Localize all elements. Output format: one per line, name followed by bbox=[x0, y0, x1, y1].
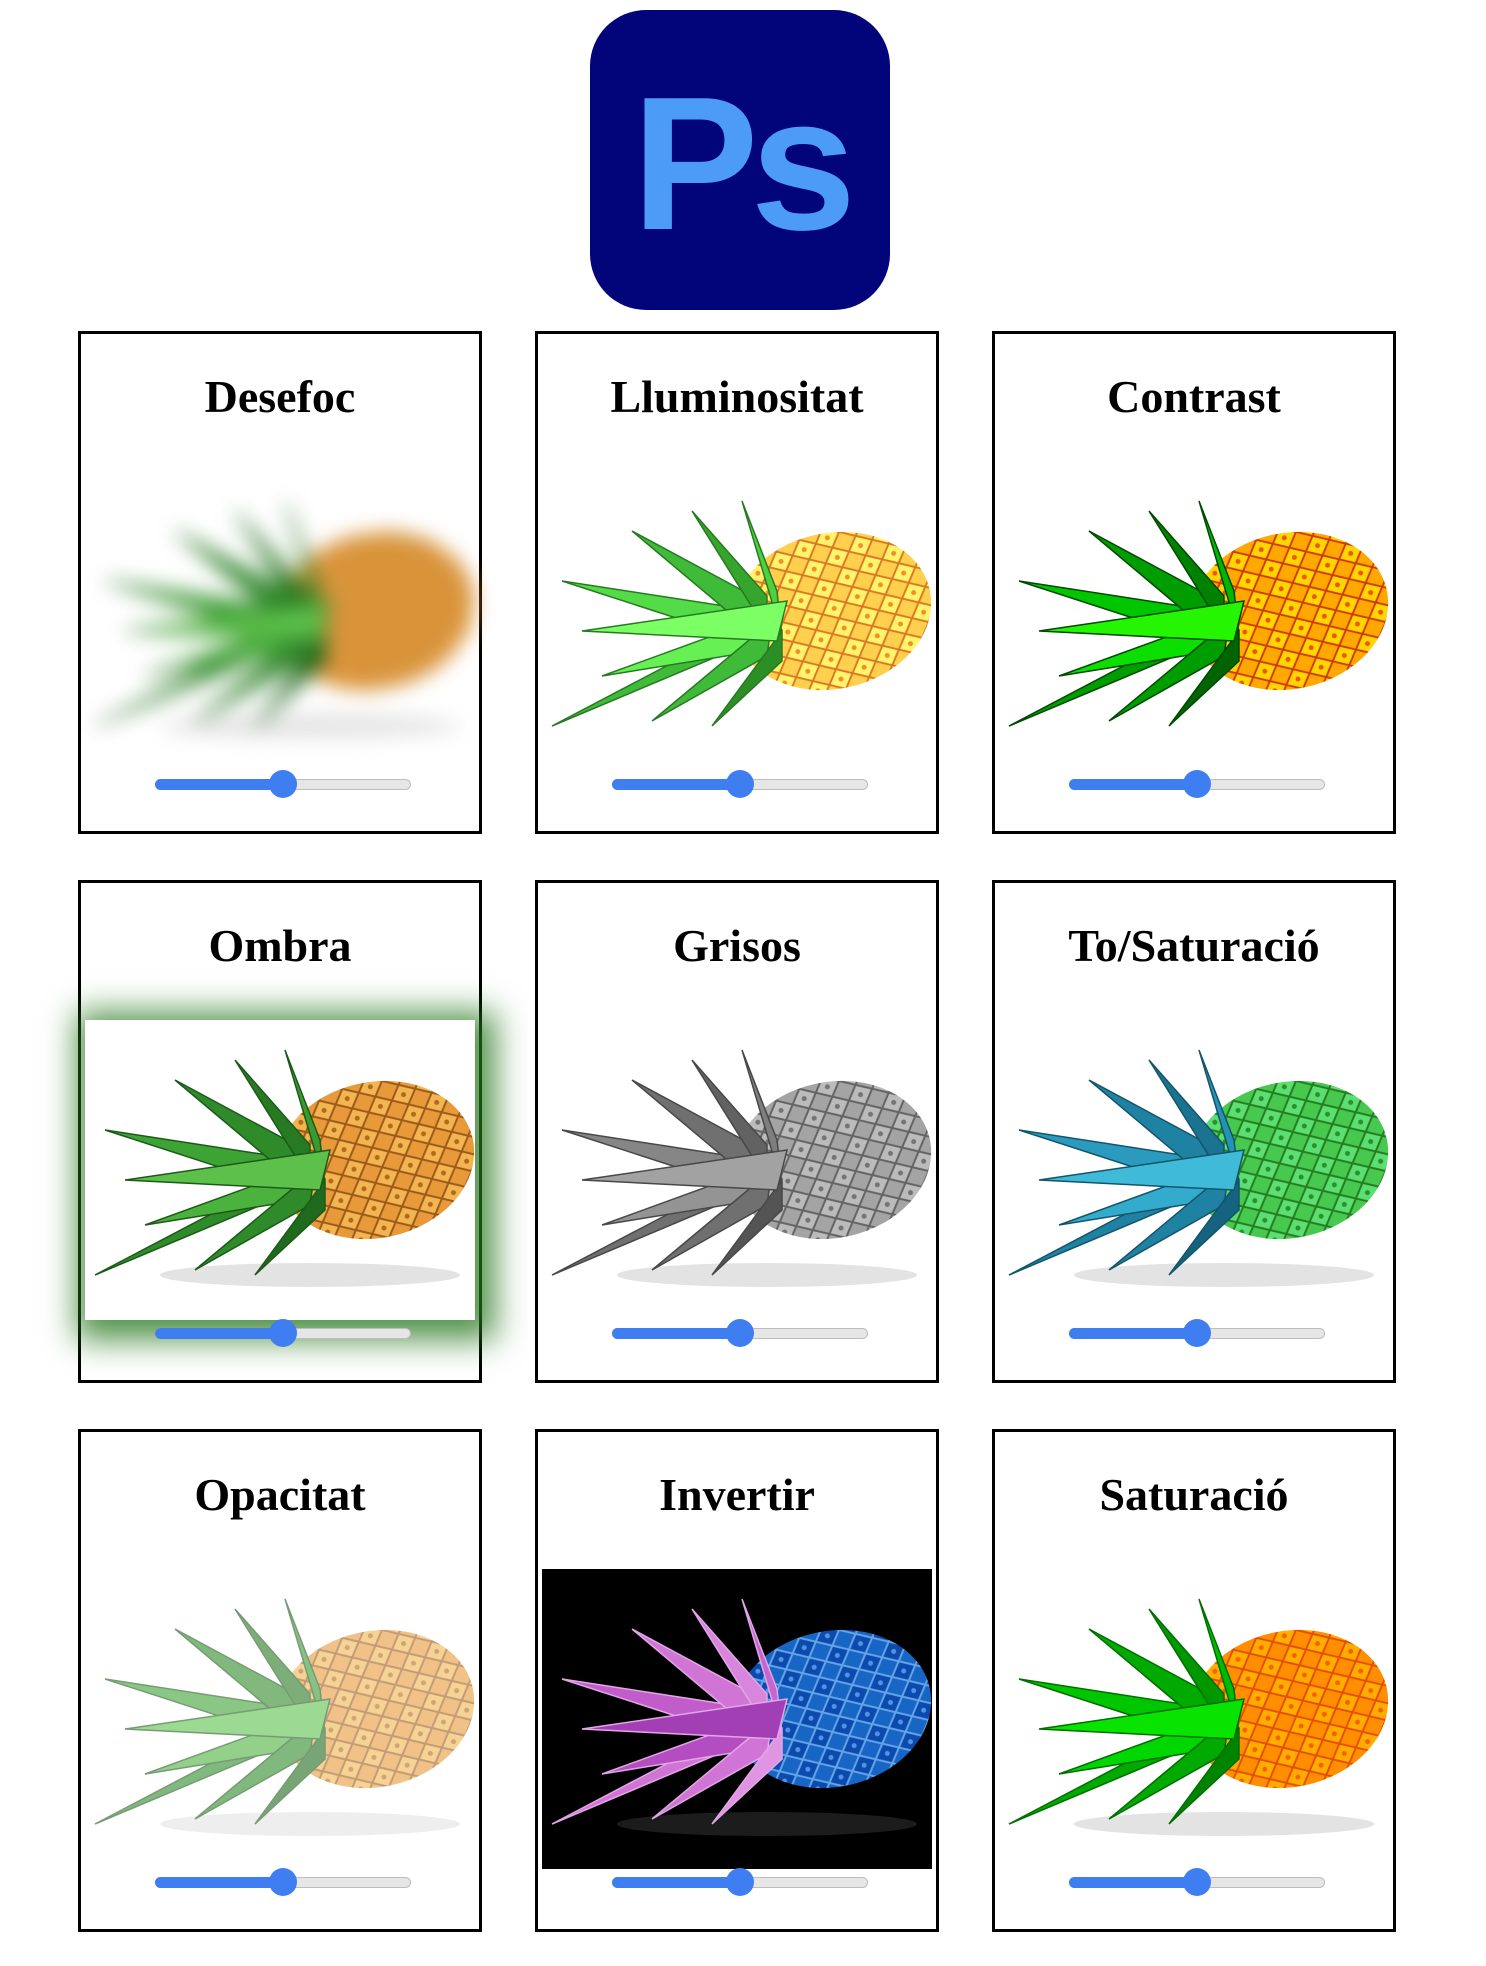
card-title: Desefoc bbox=[204, 371, 356, 422]
effect-card-hue-saturation: To/Saturació bbox=[992, 880, 1396, 1383]
slider-thumb[interactable] bbox=[269, 1868, 297, 1896]
pineapple-image bbox=[542, 1569, 932, 1869]
card-title: Contrast bbox=[1107, 371, 1281, 422]
pineapple-image bbox=[85, 1569, 475, 1869]
grayscale-slider[interactable] bbox=[612, 1319, 868, 1347]
card-title: Grisos bbox=[673, 920, 801, 971]
pineapple-image bbox=[542, 471, 932, 771]
slider-thumb[interactable] bbox=[269, 770, 297, 798]
card-title: To/Saturació bbox=[1068, 920, 1320, 971]
photoshop-logo: Ps bbox=[590, 10, 890, 310]
slider-thumb[interactable] bbox=[726, 1319, 754, 1347]
card-title: Lluminositat bbox=[610, 371, 864, 422]
pineapple-image bbox=[999, 1020, 1389, 1320]
slider-thumb[interactable] bbox=[1183, 1868, 1211, 1896]
slider-thumb[interactable] bbox=[1183, 770, 1211, 798]
effect-card-opacity: Opacitat bbox=[78, 1429, 482, 1932]
slider-thumb[interactable] bbox=[726, 770, 754, 798]
slider-thumb[interactable] bbox=[726, 1868, 754, 1896]
effect-card-invert: Invertir bbox=[535, 1429, 939, 1932]
pineapple-image bbox=[85, 471, 475, 771]
effect-card-contrast: Contrast bbox=[992, 331, 1396, 834]
card-title: Ombra bbox=[208, 920, 352, 971]
slider-thumb[interactable] bbox=[269, 1319, 297, 1347]
invert-slider[interactable] bbox=[612, 1868, 868, 1896]
opacity-slider[interactable] bbox=[155, 1868, 411, 1896]
effect-card-brightness: Lluminositat bbox=[535, 331, 939, 834]
effect-card-blur: Desefoc bbox=[78, 331, 482, 834]
contrast-slider[interactable] bbox=[1069, 770, 1325, 798]
effect-card-shadow: Ombra bbox=[78, 880, 482, 1383]
pineapple-image bbox=[542, 1020, 932, 1320]
brightness-slider[interactable] bbox=[612, 770, 868, 798]
hue-slider[interactable] bbox=[1069, 1319, 1325, 1347]
shadow-slider[interactable] bbox=[155, 1319, 411, 1347]
pineapple-image bbox=[85, 1020, 475, 1320]
card-title: Invertir bbox=[659, 1469, 815, 1520]
pineapple-image bbox=[999, 471, 1389, 771]
effect-card-grayscale: Grisos bbox=[535, 880, 939, 1383]
slider-thumb[interactable] bbox=[1183, 1319, 1211, 1347]
blur-slider[interactable] bbox=[155, 770, 411, 798]
card-title: Saturació bbox=[1099, 1469, 1289, 1520]
logo-text: Ps bbox=[631, 58, 856, 270]
card-title: Opacitat bbox=[194, 1469, 366, 1520]
effect-card-saturation: Saturació bbox=[992, 1429, 1396, 1932]
pineapple-image bbox=[999, 1569, 1389, 1869]
saturation-slider[interactable] bbox=[1069, 1868, 1325, 1896]
